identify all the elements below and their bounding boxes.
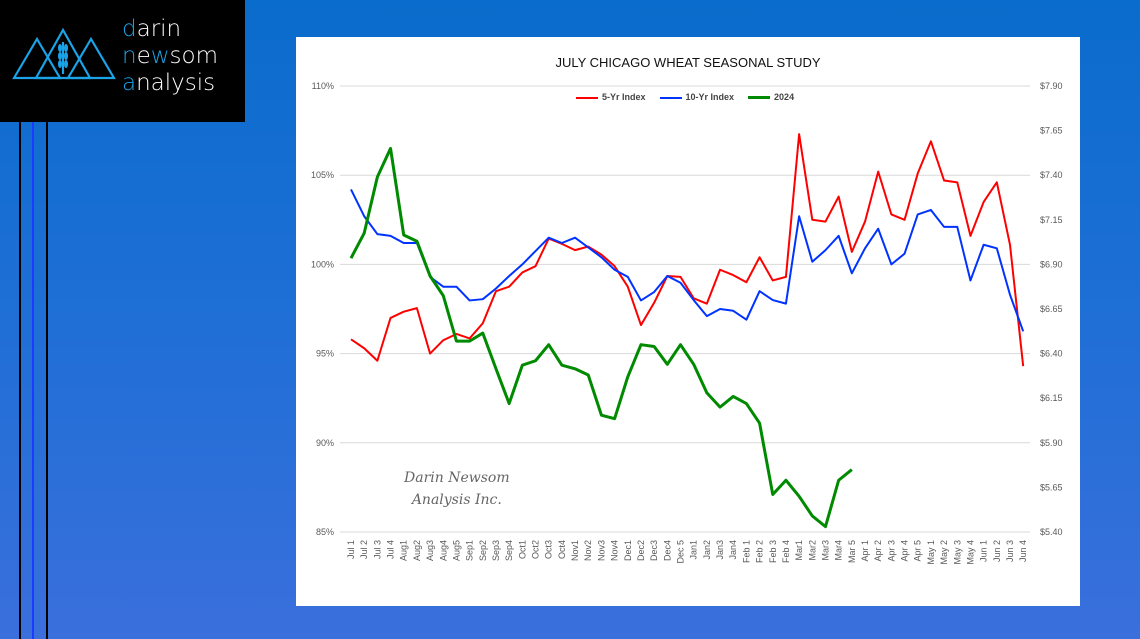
chart-title: JULY CHICAGO WHEAT SEASONAL STUDY: [555, 55, 821, 70]
x-tick-label: Jul 2: [359, 540, 369, 559]
x-tick-label: Nov1: [570, 540, 580, 561]
decorative-line: [46, 122, 48, 639]
x-tick-label: May 4: [965, 540, 975, 565]
y-tick-label: 95%: [316, 349, 334, 359]
x-tick-label: Aug4: [438, 540, 448, 561]
x-tick-label: Nov2: [583, 540, 593, 561]
x-tick-label: Mar1: [794, 540, 804, 561]
x-tick-label: Sep4: [504, 540, 514, 561]
x-tick-label: Oct1: [517, 540, 527, 559]
x-tick-label: Jun 3: [1005, 540, 1015, 562]
y-tick-label: 85%: [316, 527, 334, 537]
watermark: Darin Newsom Analysis Inc.: [404, 470, 510, 508]
x-tick-label: May 1: [926, 540, 936, 565]
logo: darin newsom analysis: [0, 0, 245, 122]
chart-svg: 85% 90% 95% 100% 105% 110% $5.40 $5.65 $5.90 $6.1…: [311, 81, 1063, 565]
x-tick-label: Jan1: [689, 540, 699, 560]
y2-tick-label: $7.90: [1040, 81, 1063, 91]
y-tick-label: 90%: [316, 438, 334, 448]
x-tick-label: Mar3: [820, 540, 830, 561]
x-tick-label: Oct4: [557, 540, 567, 559]
x-tick-label: Jun 2: [992, 540, 1002, 562]
x-tick-label: Nov3: [596, 540, 606, 561]
x-tick-label: Aug2: [412, 540, 422, 561]
y2-tick-label: $6.65: [1040, 304, 1063, 314]
decorative-line: [19, 122, 21, 639]
y2-tick-label: $6.90: [1040, 259, 1063, 269]
legend-item-10yr: 10-Yr Index: [659, 92, 734, 102]
x-tick-label: Jul 4: [386, 540, 396, 559]
decorative-line: [32, 122, 34, 639]
series-line-10-yr-index: [350, 189, 1025, 332]
y2-tick-label: $6.40: [1040, 349, 1063, 359]
x-tick-label: Aug1: [399, 540, 409, 561]
chart-panel: JULY CHICAGO WHEAT SEASONAL STUDY 5-Yr I…: [296, 37, 1080, 606]
x-tick-label: Apr 2: [873, 540, 883, 562]
x-tick-label: Aug3: [425, 540, 435, 561]
x-tick-label: Feb 1: [741, 540, 751, 563]
y2-tick-label: $5.65: [1040, 482, 1063, 492]
x-tick-label: Jun 1: [979, 540, 989, 562]
x-tick-label: Feb 4: [781, 540, 791, 563]
x-tick-label: Aug5: [451, 540, 461, 561]
y2-tick-label: $5.90: [1040, 438, 1063, 448]
logo-text: darin newsom analysis: [122, 16, 219, 96]
y2-tick-label: $7.65: [1040, 126, 1063, 136]
y2-tick-label: $6.15: [1040, 393, 1063, 403]
y-tick-label: 100%: [311, 259, 334, 269]
x-tick-label: May 2: [939, 540, 949, 565]
y2-tick-label: $7.15: [1040, 215, 1063, 225]
x-tick-label: May 3: [952, 540, 962, 565]
x-tick-label: Jun 4: [1018, 540, 1028, 562]
x-tick-label: Jul 3: [372, 540, 382, 559]
legend: 5-Yr Index 10-Yr Index 2024: [576, 92, 794, 102]
x-tick-label: Sep2: [478, 540, 488, 561]
x-tick-label: Sep3: [491, 540, 501, 561]
x-tick-label: Jan4: [728, 540, 738, 560]
x-tick-label: Feb 2: [755, 540, 765, 563]
x-tick-label: Apr 4: [900, 540, 910, 562]
mountain-wheat-logo-icon: [12, 27, 116, 80]
legend-item-2024: 2024: [748, 92, 794, 102]
x-tick-label: Dec2: [636, 540, 646, 561]
x-tick-label: Oct2: [531, 540, 541, 559]
x-tick-label: Mar4: [834, 540, 844, 561]
x-tick-label: Apr 5: [913, 540, 923, 562]
series-line-5-yr-index: [350, 133, 1025, 367]
x-tick-label: Nov4: [610, 540, 620, 561]
x-tick-label: Oct3: [544, 540, 554, 559]
x-tick-label: Dec 5: [676, 540, 686, 564]
y-tick-label: 105%: [311, 170, 334, 180]
legend-item-5yr: 5-Yr Index: [576, 92, 646, 102]
x-tick-label: Jul 1: [346, 540, 356, 559]
x-tick-label: Mar 5: [847, 540, 857, 563]
x-tick-label: Jan3: [715, 540, 725, 560]
y-tick-label: 110%: [312, 81, 334, 91]
x-tick-label: Mar2: [807, 540, 817, 561]
y2-tick-label: $5.40: [1040, 527, 1063, 537]
x-tick-label: Jan2: [702, 540, 712, 560]
x-tick-label: Dec3: [649, 540, 659, 561]
x-tick-label: Feb 3: [768, 540, 778, 563]
x-tick-label: Dec1: [623, 540, 633, 561]
x-tick-label: Apr 3: [886, 540, 896, 562]
y2-tick-label: $7.40: [1040, 170, 1063, 180]
x-tick-label: Dec4: [662, 540, 672, 561]
x-tick-label: Sep1: [465, 540, 475, 561]
x-tick-label: Apr 1: [860, 540, 870, 562]
